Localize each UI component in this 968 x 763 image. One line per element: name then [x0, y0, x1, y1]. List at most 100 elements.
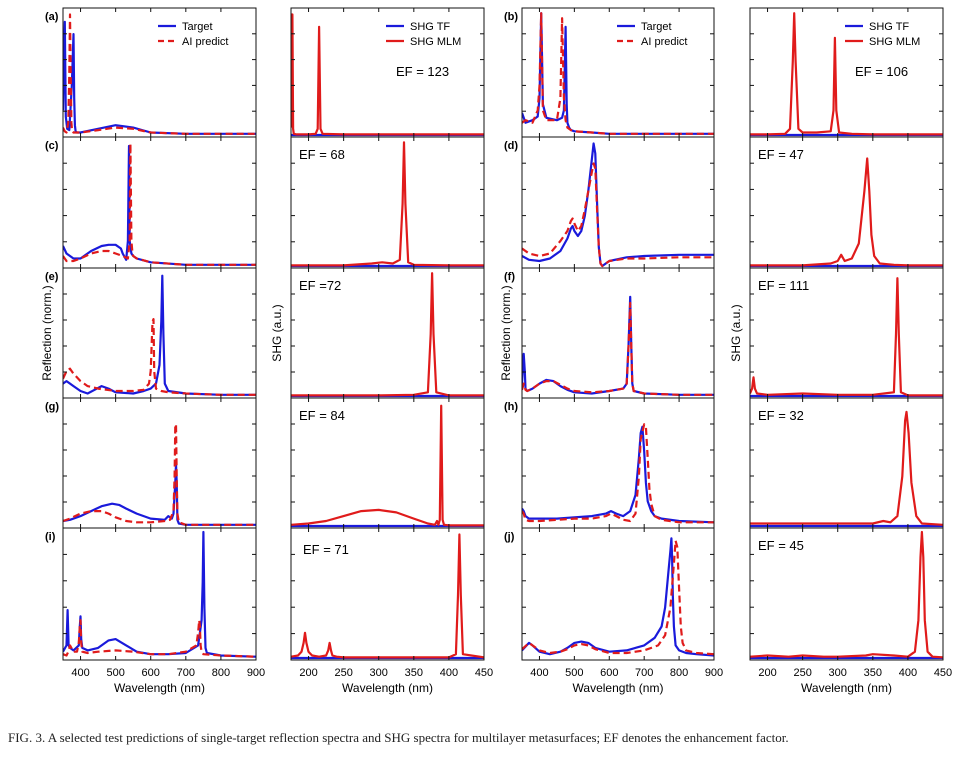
panel-f: (f) [504, 267, 715, 399]
x-tick-label: 200 [299, 667, 317, 679]
x-tick-label: 200 [758, 667, 776, 679]
ef-annotation: EF = 123 [396, 64, 449, 79]
series-line-second [522, 12, 714, 135]
legend-label: Target [182, 21, 213, 33]
series-line-second [63, 142, 256, 266]
panel-h-shg: EF = 32 [749, 397, 944, 529]
series-line-second [522, 301, 714, 396]
series-line-second [750, 157, 943, 267]
legend-label: AI predict [641, 36, 687, 48]
x-tick-label: 250 [334, 667, 352, 679]
x-tick-label: 300 [370, 667, 388, 679]
legend-label: Target [641, 21, 672, 33]
panel-frame [62, 527, 257, 661]
x-tick-label: 350 [864, 667, 882, 679]
panel-a: (a) Target AI predict [45, 7, 257, 138]
panel-letter: (a) [45, 11, 59, 23]
panel-frame [62, 397, 257, 529]
shg-y-axis-title-left: SHG (a.u.) [270, 304, 284, 361]
panel-g: (g) [45, 397, 257, 529]
panel-frame [749, 7, 944, 138]
panel-d: (d) [504, 136, 715, 269]
panel-frame [62, 136, 257, 269]
x-axis-title: Wavelength (nm) [801, 681, 892, 695]
panel-letter: (i) [45, 531, 56, 543]
series-line-first [63, 274, 256, 396]
x-tick-label: 700 [177, 667, 195, 679]
panel-b-shg: EF = 106 SHG TF SHG MLM [749, 7, 944, 138]
ef-annotation: EF = 68 [299, 147, 345, 162]
series-line-second [63, 13, 256, 135]
panel-frame [521, 527, 715, 661]
x-axis-title: Wavelength (nm) [573, 681, 664, 695]
panel-frame [62, 267, 257, 399]
panel-c: (c) [45, 136, 257, 269]
x-tick-label: 900 [247, 667, 265, 679]
panel-b: (b) Target AI predict [504, 7, 715, 138]
x-tick-label: 400 [71, 667, 89, 679]
panel-g-shg: EF = 84 [290, 397, 485, 529]
panel-letter: (f) [504, 271, 515, 283]
x-tick-label: 450 [934, 667, 952, 679]
x-tick-label: 500 [106, 667, 124, 679]
series-line-first [522, 295, 714, 396]
panel-i: (i) 400 500 600 700 800 900 Wavelength (nm) [45, 527, 265, 695]
x-tick-label: 400 [530, 667, 548, 679]
legend-label: SHG MLM [869, 36, 920, 48]
panel-letter: (c) [45, 140, 59, 152]
series-line-second [291, 272, 484, 397]
panel-e: (e) [45, 267, 257, 399]
legend-label: AI predict [182, 36, 228, 48]
shg-y-axis-title-right: SHG (a.u.) [729, 304, 743, 361]
series-line-second [291, 533, 484, 659]
x-tick-label: 450 [475, 667, 493, 679]
series-line-first [522, 537, 714, 657]
x-tick-label: 700 [635, 667, 653, 679]
series-line-second [63, 318, 256, 396]
panel-letter: (b) [504, 11, 518, 23]
ef-annotation: EF = 71 [303, 542, 349, 557]
series-line-second [522, 423, 714, 524]
panel-d-shg: EF = 47 [749, 136, 944, 269]
series-line-second [522, 162, 714, 268]
panel-letter: (h) [504, 401, 518, 413]
ef-annotation: EF = 111 [758, 278, 809, 293]
panel-f-shg: EF = 111 [749, 267, 944, 399]
ef-annotation: EF = 106 [855, 64, 908, 79]
panel-letter: (g) [45, 401, 59, 413]
panel-letter: (d) [504, 140, 518, 152]
x-axis-title: Wavelength (nm) [342, 681, 433, 695]
panel-frame [521, 7, 715, 138]
series-line-second [291, 404, 484, 527]
series-line-first [63, 530, 256, 658]
panel-frame [521, 267, 715, 399]
figure-caption: FIG. 3. A selected test predictions of s… [8, 730, 789, 745]
x-tick-label: 900 [705, 667, 723, 679]
ef-annotation: EF = 47 [758, 147, 804, 162]
x-tick-label: 800 [670, 667, 688, 679]
x-tick-label: 600 [600, 667, 618, 679]
panel-j: (j) 400 500 600 700 800 900 Wavelength (nm) [504, 527, 723, 695]
panel-frame [521, 136, 715, 269]
x-tick-label: 400 [440, 667, 458, 679]
series-line-second [291, 13, 484, 136]
panel-letter: (j) [504, 531, 515, 543]
series-line-second [750, 12, 943, 136]
ef-annotation: EF =72 [299, 278, 341, 293]
legend-label: SHG MLM [410, 36, 461, 48]
series-line-first [522, 12, 714, 135]
series-line-first [63, 462, 256, 526]
panel-frame [62, 7, 257, 138]
series-line-first [63, 144, 256, 266]
panel-a-shg: EF = 123 SHG TF SHG MLM [290, 7, 485, 138]
series-line-second [750, 277, 943, 397]
panel-c-shg: EF = 68 [290, 136, 485, 269]
legend-label: SHG TF [869, 21, 909, 33]
panel-frame [521, 397, 715, 529]
series-line-second [522, 539, 714, 656]
series-line-first [522, 142, 714, 268]
series-line-first [522, 425, 714, 524]
panel-letter: (e) [45, 271, 59, 283]
x-tick-label: 250 [793, 667, 811, 679]
